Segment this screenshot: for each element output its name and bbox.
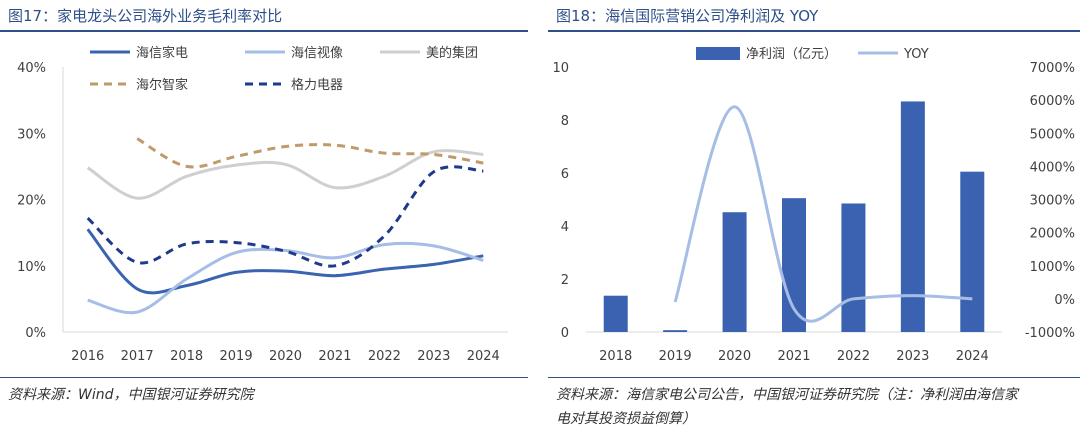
x-tick-label: 2021 bbox=[777, 349, 810, 364]
right-source-rule bbox=[548, 377, 1080, 378]
right-y-tick-label: 4000% bbox=[1030, 160, 1075, 175]
left-chart: 0% 10% 20% 30% 40% 2016 2017 2018 2019 2020 2021 20… bbox=[17, 45, 508, 364]
y-tick-label: 0% bbox=[25, 326, 46, 341]
legend-swatch-profit bbox=[696, 47, 740, 60]
right-y-tick-label: 3000% bbox=[1030, 194, 1075, 209]
left-y-tick-label: 4 bbox=[561, 220, 569, 235]
profit-bar-2018 bbox=[603, 295, 628, 332]
x-tick-label: 2019 bbox=[659, 349, 692, 364]
x-tick-label: 2021 bbox=[318, 349, 351, 364]
series-line-4 bbox=[136, 137, 484, 169]
left-chart-panel: 图17：家电龙头公司海外业务毛利率对比 0% 10% 20% 30% 40% 2016 20… bbox=[0, 0, 532, 434]
right-source-line-1: 资料来源：海信家电公司公告，中国银河证券研究院（注：净利润由海信家 bbox=[556, 387, 1018, 403]
legend-label: 海信视像 bbox=[291, 46, 343, 61]
left-y-tick-label: 10 bbox=[552, 61, 569, 76]
x-tick-label: 2017 bbox=[121, 349, 154, 364]
left-source-note: 资料来源：Wind，中国银河证券研究院 bbox=[8, 387, 254, 403]
x-tick-label: 2023 bbox=[417, 349, 450, 364]
legend-label: 海尔智家 bbox=[136, 77, 188, 93]
y-tick-label: 20% bbox=[17, 194, 46, 209]
right-y-tick-label: 5000% bbox=[1030, 127, 1075, 142]
left-y-tick-label: 2 bbox=[561, 273, 569, 288]
legend-label: 美的集团 bbox=[426, 45, 478, 61]
series-line-3 bbox=[86, 149, 484, 200]
profit-bar-2021 bbox=[782, 198, 806, 332]
y-tick-label: 30% bbox=[17, 127, 46, 142]
x-tick-label: 2018 bbox=[170, 349, 203, 364]
right-y-tick-label: 6000% bbox=[1030, 94, 1075, 109]
legend-label-profit: 净利润（亿元） bbox=[746, 47, 837, 62]
x-tick-label: 2018 bbox=[599, 349, 632, 364]
right-title-rule bbox=[548, 30, 1080, 32]
x-tick-label: 2020 bbox=[718, 349, 751, 364]
left-y-tick-label: 8 bbox=[561, 114, 569, 129]
x-tick-label: 2024 bbox=[956, 349, 989, 364]
left-source-rule bbox=[0, 377, 528, 378]
series-line-2 bbox=[87, 241, 484, 315]
right-chart-title: 图18：海信国际营销公司净利润及 YOY bbox=[556, 7, 819, 25]
right-y-tick-label: 7000% bbox=[1030, 61, 1075, 76]
left-y-tick-label: 0 bbox=[561, 326, 569, 341]
right-y-tick-label: 1000% bbox=[1030, 260, 1075, 275]
legend-label: 格力电器 bbox=[291, 77, 343, 93]
x-tick-label: 2024 bbox=[467, 349, 500, 364]
right-y-tick-label: -1000% bbox=[1025, 326, 1075, 341]
right-y-tick-label: 2000% bbox=[1030, 227, 1075, 242]
right-y-tick-label: 0% bbox=[1054, 293, 1075, 308]
profit-bar-2022 bbox=[841, 203, 866, 332]
left-y-tick-label: 6 bbox=[561, 167, 569, 182]
right-source-note: 资料来源：海信家电公司公告，中国银河证券研究院（注：净利润由海信家 电对其投资损… bbox=[556, 383, 1018, 431]
series-line-5 bbox=[86, 165, 484, 268]
series-line-1 bbox=[86, 228, 484, 295]
legend-label: 海信家电 bbox=[136, 45, 188, 61]
x-tick-label: 2020 bbox=[269, 349, 302, 364]
profit-bar-2024 bbox=[960, 171, 985, 332]
legend-label-yoy: YOY bbox=[903, 47, 929, 62]
yoy-line bbox=[673, 105, 973, 323]
profit-bar-2023 bbox=[900, 101, 925, 332]
profit-bar-2020 bbox=[722, 212, 747, 332]
left-chart-title: 图17：家电龙头公司海外业务毛利率对比 bbox=[8, 7, 283, 25]
right-chart-panel: 图18：海信国际营销公司净利润及 YOY 0 2 4 6 8 10 -1000% 0% 1000… bbox=[548, 0, 1080, 434]
x-tick-label: 2022 bbox=[837, 349, 870, 364]
y-tick-label: 40% bbox=[17, 61, 46, 76]
x-tick-label: 2019 bbox=[220, 349, 253, 364]
x-tick-label: 2023 bbox=[896, 349, 929, 364]
x-tick-label: 2016 bbox=[71, 349, 104, 364]
y-tick-label: 10% bbox=[17, 260, 46, 275]
profit-bar-2019 bbox=[663, 330, 688, 332]
left-title-rule bbox=[0, 30, 528, 32]
right-source-line-2: 电对其投资损益倒算） bbox=[556, 411, 696, 427]
x-tick-label: 2022 bbox=[368, 349, 401, 364]
right-chart: 0 2 4 6 8 10 -1000% 0% 1000% 2000% 3000% 4000% 5000%… bbox=[552, 47, 1075, 364]
